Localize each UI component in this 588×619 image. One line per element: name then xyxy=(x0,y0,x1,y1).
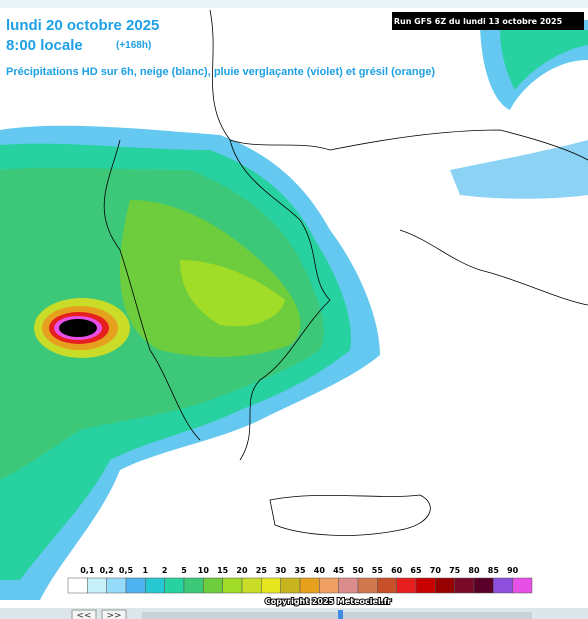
legend-label: 60 xyxy=(391,566,403,575)
legend-swatch xyxy=(241,577,262,594)
legend-swatch xyxy=(435,577,455,594)
legend-swatch xyxy=(377,577,397,594)
legend-label: 0,5 xyxy=(119,566,134,575)
subtitle: Précipitations HD sur 6h, neige (blanc),… xyxy=(6,66,435,78)
titles: lundi 20 octobre 2025 8:00 locale (+168h… xyxy=(5,16,437,80)
title-lead: (+168h) xyxy=(116,40,151,51)
legend-swatch xyxy=(493,577,513,594)
slider-handle[interactable] xyxy=(338,610,343,619)
legend-swatch xyxy=(338,577,359,594)
coastlines xyxy=(103,9,588,536)
legend-swatch xyxy=(183,577,204,594)
legend-label: 10 xyxy=(198,566,210,575)
run-box xyxy=(392,12,584,30)
title-date: lundi 20 octobre 2025 xyxy=(6,17,159,34)
legend-label: 35 xyxy=(294,566,306,575)
legend-label: 40 xyxy=(314,566,326,575)
legend-swatch xyxy=(319,577,339,594)
legend-label: 20 xyxy=(236,566,248,575)
legend-swatch xyxy=(261,577,281,594)
legend-label: 0,1 xyxy=(80,566,95,575)
time-slider[interactable] xyxy=(142,612,532,619)
legend-swatch xyxy=(106,577,127,594)
legend-label: 0,2 xyxy=(100,566,114,575)
legend-label: 30 xyxy=(275,566,287,575)
copyright: Copyright 2025 Meteociel.fr xyxy=(265,597,391,606)
legend-label: 80 xyxy=(468,566,480,575)
legend-label: 2 xyxy=(162,566,168,575)
legend-label: 85 xyxy=(488,566,500,575)
legend-label: 50 xyxy=(352,566,364,575)
legend-swatch xyxy=(67,577,88,594)
legend-swatch xyxy=(87,577,107,594)
legend-swatch xyxy=(357,577,378,594)
legend-label: 70 xyxy=(430,566,442,575)
legend-swatch xyxy=(222,577,243,594)
legend-label: 65 xyxy=(410,566,422,575)
run-label: Run GFS 6Z du lundi 13 octobre 2025 xyxy=(394,17,563,26)
legend-swatch xyxy=(280,577,301,594)
legend-swatch xyxy=(145,577,165,594)
next-label: >> xyxy=(106,611,121,619)
prev-label: << xyxy=(76,611,91,619)
legend-swatch xyxy=(299,577,320,594)
legend-swatch xyxy=(473,577,494,594)
legend-label: 15 xyxy=(217,566,229,575)
legend: 0,1 0,2 0,5 1 2 5 10 15 20 25 30 35 40 45 50 55 60 65 70 75… xyxy=(67,566,533,594)
title-time: 8:00 locale xyxy=(6,37,83,54)
legend-label: 90 xyxy=(507,566,519,575)
top-strip xyxy=(0,0,588,8)
legend-swatch xyxy=(203,577,223,594)
legend-swatch xyxy=(415,577,436,594)
legend-swatch xyxy=(454,577,475,594)
legend-swatch xyxy=(396,577,417,594)
legend-label: 45 xyxy=(333,566,345,575)
legend-label: 75 xyxy=(449,566,461,575)
legend-swatch xyxy=(512,577,533,594)
next-button[interactable] xyxy=(101,609,127,619)
prev-button[interactable] xyxy=(71,609,97,619)
legend-label: 55 xyxy=(372,566,384,575)
legend-label: 5 xyxy=(181,566,187,575)
legend-swatch xyxy=(164,577,185,594)
precip-field xyxy=(0,15,588,600)
legend-label: 1 xyxy=(143,566,149,575)
legend-swatch xyxy=(125,577,146,594)
legend-label: 25 xyxy=(256,566,268,575)
